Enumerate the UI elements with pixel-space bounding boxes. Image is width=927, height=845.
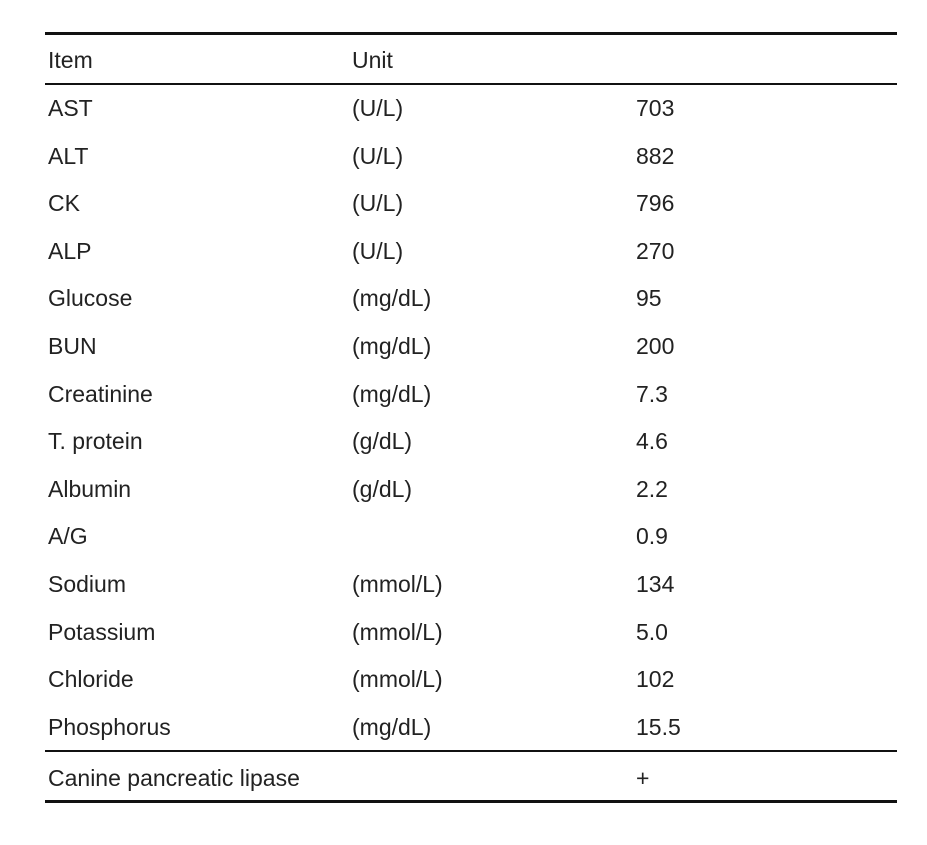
item-cell: A/G xyxy=(48,523,88,550)
unit-cell: (U/L) xyxy=(352,95,404,121)
value-cell: 15.5 xyxy=(636,713,681,740)
item-cell: Creatinine xyxy=(48,380,153,407)
unit-cell: (g/dL) xyxy=(352,428,413,455)
value-cell: 95 xyxy=(636,285,662,312)
value-cell: 796 xyxy=(636,190,675,217)
value-cell: 4.6 xyxy=(636,428,668,455)
header-rule xyxy=(45,83,897,85)
unit-cell: (U/L) xyxy=(352,237,404,264)
value-cell: 5.0 xyxy=(636,618,668,645)
item-cell: Glucose xyxy=(48,285,133,312)
item-cell: ALT xyxy=(48,142,89,169)
unit-cell: (mmol/L) xyxy=(352,666,443,693)
unit-cell: (mg/dL) xyxy=(352,713,432,740)
top-rule xyxy=(45,32,897,35)
item-cell: ALP xyxy=(48,237,92,264)
footer-value: + xyxy=(636,765,650,791)
footer-item: Canine pancreatic lipase xyxy=(48,765,300,791)
unit-cell: (g/dL) xyxy=(352,475,413,502)
value-cell: 703 xyxy=(636,95,675,121)
unit-cell: (mmol/L) xyxy=(352,618,443,645)
item-cell: BUN xyxy=(48,333,97,359)
item-cell: Chloride xyxy=(48,666,134,693)
value-cell: 134 xyxy=(636,571,675,597)
value-cell: 270 xyxy=(636,237,675,264)
item-cell: Albumin xyxy=(48,475,132,502)
header-cell: Item xyxy=(48,47,93,73)
header-cell: Unit xyxy=(352,47,393,73)
value-cell: 0.9 xyxy=(636,523,668,550)
unit-cell: (mg/dL) xyxy=(352,380,432,407)
value-cell: 200 xyxy=(636,333,675,359)
unit-cell: (U/L) xyxy=(352,142,404,169)
item-cell: Phosphorus xyxy=(48,713,171,740)
item-cell: T. protein xyxy=(48,428,143,455)
bottom-rule xyxy=(45,800,897,803)
value-cell: 882 xyxy=(636,142,675,169)
item-cell: Sodium xyxy=(48,571,126,597)
item-cell: CK xyxy=(48,190,80,217)
unit-cell: (mg/dL) xyxy=(352,285,432,312)
unit-cell: (U/L) xyxy=(352,190,404,217)
item-cell: AST xyxy=(48,95,93,121)
value-cell: 102 xyxy=(636,666,675,693)
value-cell: 2.2 xyxy=(636,475,668,502)
item-cell: Potassium xyxy=(48,618,156,645)
unit-cell: (mg/dL) xyxy=(352,333,432,359)
unit-cell: (mmol/L) xyxy=(352,571,443,597)
value-cell: 7.3 xyxy=(636,380,668,407)
footer-rule xyxy=(45,750,897,752)
